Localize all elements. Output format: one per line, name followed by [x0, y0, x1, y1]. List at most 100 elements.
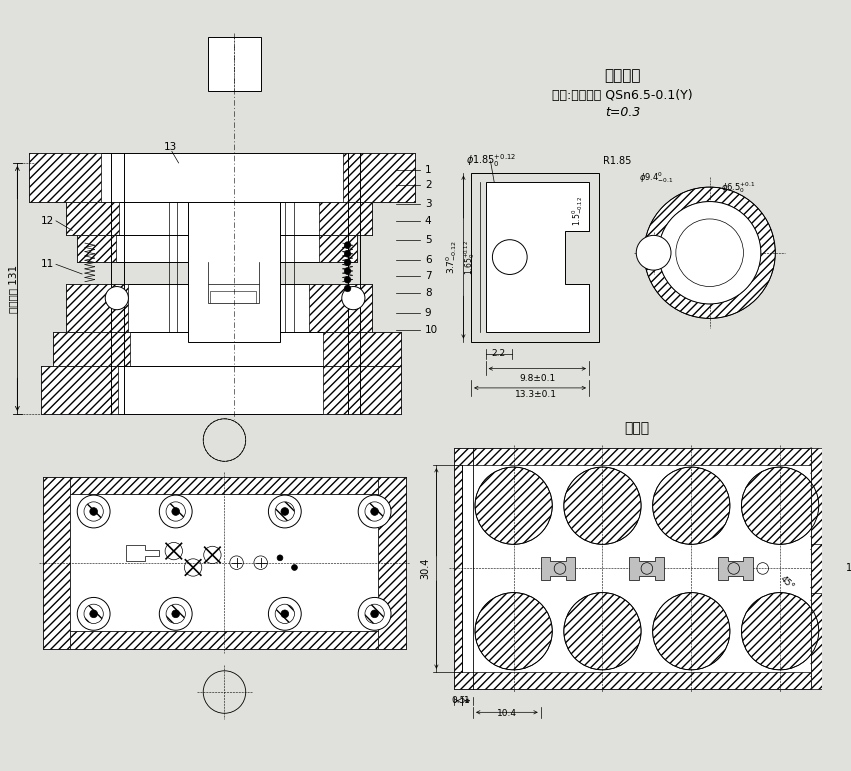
Bar [66, 201, 372, 235]
Bar [323, 332, 401, 365]
Circle shape [277, 555, 283, 561]
Bar [454, 672, 811, 689]
Circle shape [268, 598, 301, 630]
Circle shape [77, 495, 110, 528]
Circle shape [90, 610, 98, 618]
Text: 闭合高度 131: 闭合高度 131 [9, 264, 19, 312]
Bar [343, 153, 415, 201]
Bar [454, 465, 461, 672]
Text: 13: 13 [164, 142, 177, 152]
Circle shape [159, 495, 192, 528]
Bar [53, 332, 401, 365]
Text: $\phi$6.5$^{+0.1}_{0}$: $\phi$6.5$^{+0.1}_{0}$ [722, 180, 756, 194]
Text: $\phi$1.85$^{+0.12}_{0}$: $\phi$1.85$^{+0.12}_{0}$ [466, 153, 517, 170]
Circle shape [676, 219, 744, 287]
Text: $\phi$9.4$^{0}_{-0.1}$: $\phi$9.4$^{0}_{-0.1}$ [639, 170, 674, 185]
Circle shape [371, 610, 379, 618]
Text: t=0.3: t=0.3 [605, 106, 641, 120]
Text: 排样图: 排样图 [625, 422, 650, 436]
Text: 1.5$^{0}_{-0.12}$: 1.5$^{0}_{-0.12}$ [570, 196, 585, 226]
Circle shape [342, 287, 365, 310]
Bar [43, 476, 406, 648]
Text: 45°: 45° [778, 574, 796, 591]
Text: 18: 18 [846, 564, 851, 574]
Circle shape [344, 285, 351, 292]
Circle shape [281, 610, 288, 618]
Bar [66, 284, 372, 332]
Polygon shape [125, 545, 159, 561]
Circle shape [106, 287, 129, 310]
Bar [323, 365, 401, 414]
Bar [318, 235, 357, 262]
Bar [29, 153, 101, 201]
Wedge shape [644, 187, 775, 318]
Circle shape [275, 604, 294, 624]
Text: 3: 3 [425, 200, 431, 210]
Bar [379, 476, 406, 648]
Circle shape [637, 235, 671, 270]
Polygon shape [540, 557, 575, 580]
Text: 11: 11 [41, 259, 54, 269]
Bar [66, 284, 129, 332]
Circle shape [344, 241, 351, 248]
Bar [71, 494, 379, 631]
Text: 7: 7 [425, 271, 431, 281]
Bar [43, 476, 71, 648]
Bar [71, 631, 379, 648]
Polygon shape [630, 557, 665, 580]
Circle shape [281, 507, 288, 515]
Text: 13.3±0.1: 13.3±0.1 [515, 390, 557, 399]
Circle shape [172, 507, 180, 515]
Polygon shape [718, 557, 753, 580]
Bar [208, 284, 259, 303]
Bar [41, 365, 117, 414]
Circle shape [659, 201, 761, 304]
Text: 1.65$^{+0.12}_{0}$: 1.65$^{+0.12}_{0}$ [462, 240, 477, 274]
Text: 10: 10 [425, 325, 438, 335]
Circle shape [358, 495, 391, 528]
Text: 9.8±0.1: 9.8±0.1 [519, 374, 556, 382]
Circle shape [292, 564, 297, 571]
Text: 工件简图: 工件简图 [604, 69, 641, 83]
Circle shape [166, 502, 186, 521]
Bar [309, 284, 372, 332]
Circle shape [344, 259, 351, 266]
Text: 2.2: 2.2 [491, 348, 505, 358]
Text: 5: 5 [425, 235, 431, 245]
Text: 9: 9 [425, 308, 431, 318]
Text: 2: 2 [425, 180, 431, 190]
Circle shape [84, 604, 103, 624]
Text: 3.7$^{0}_{-0.12}$: 3.7$^{0}_{-0.12}$ [444, 240, 460, 274]
Circle shape [84, 502, 103, 521]
Text: R1.85: R1.85 [603, 156, 631, 166]
Circle shape [172, 610, 180, 618]
Text: 10.4: 10.4 [497, 709, 517, 718]
Bar [471, 173, 598, 342]
Bar [454, 448, 811, 465]
Bar [210, 291, 256, 303]
Text: 30.4: 30.4 [420, 557, 430, 579]
Bar [71, 476, 379, 494]
Circle shape [371, 507, 379, 515]
Text: 12: 12 [41, 216, 54, 226]
Circle shape [344, 276, 351, 283]
Circle shape [166, 604, 186, 624]
Bar [53, 332, 130, 365]
Bar [208, 38, 260, 90]
Text: 1: 1 [425, 165, 431, 175]
Bar [77, 235, 116, 262]
Text: 材料:锡青铜带 QSn6.5-0.1(Y): 材料:锡青铜带 QSn6.5-0.1(Y) [552, 89, 693, 102]
Circle shape [90, 507, 98, 515]
Bar [188, 201, 280, 342]
Text: 0.5: 0.5 [451, 696, 465, 705]
Bar [318, 201, 372, 235]
Circle shape [344, 251, 351, 257]
Bar [29, 153, 415, 201]
Circle shape [159, 598, 192, 630]
Bar [811, 448, 825, 689]
Text: 6: 6 [425, 254, 431, 264]
Text: 1: 1 [465, 696, 470, 705]
Bar [77, 235, 357, 262]
Bar [66, 201, 119, 235]
Circle shape [77, 598, 110, 630]
